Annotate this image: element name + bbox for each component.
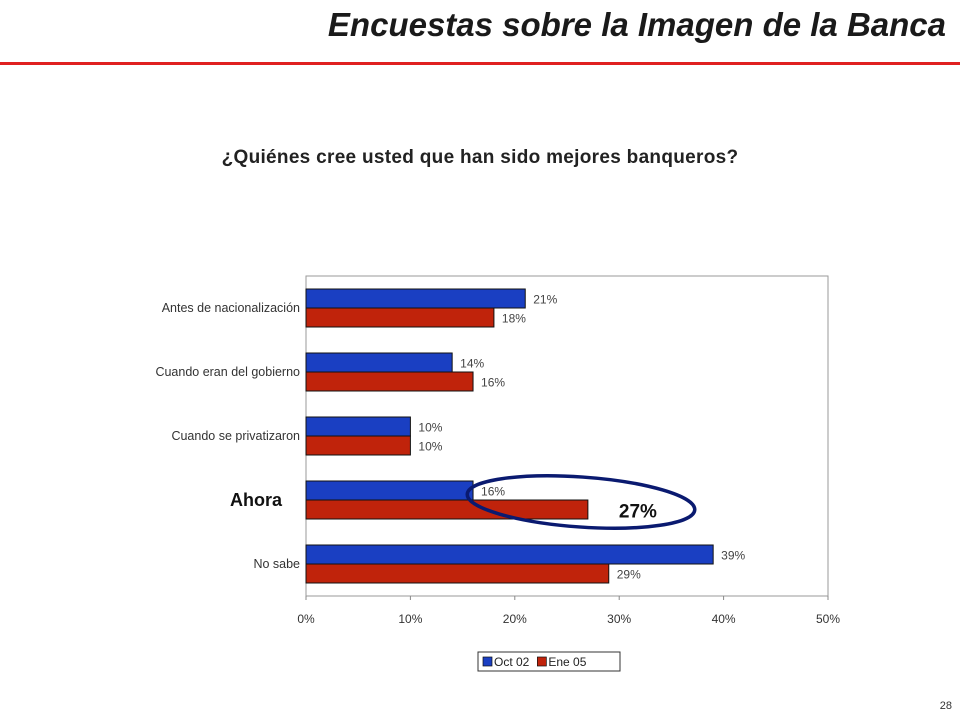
bar-oct-02-cuando-eran-del-gobierno — [305, 352, 453, 373]
bar-ene-05-no-sabe — [305, 563, 610, 584]
category-label-no-sabe: No sabe — [253, 557, 300, 571]
category-label-antes-de-nacionalizacion: Antes de nacionalización — [162, 301, 300, 315]
legend-label-oct-02: Oct 02 — [494, 655, 530, 669]
category-label-cuando-se-privatizaron: Cuando se privatizaron — [171, 429, 300, 443]
data-label-oct-02-cuando-eran-del-gobierno: 14% — [460, 357, 484, 371]
legend-swatch-oct-02 — [482, 656, 493, 667]
bar-ene-05-antes-de-nacionalizacion — [305, 307, 495, 328]
title-divider — [0, 62, 960, 65]
bar-ene-05-cuando-eran-del-gobierno — [305, 371, 474, 392]
highlight-ellipse — [465, 474, 697, 530]
page-number: 28 — [939, 700, 952, 712]
data-label-ene-05-cuando-se-privatizaron: 10% — [418, 440, 442, 454]
bar-oct-02-ahora — [305, 480, 474, 501]
x-tick-label: 0% — [297, 612, 315, 626]
legend-swatch-ene-05 — [537, 656, 547, 667]
data-label-ene-05-no-sabe: 29% — [617, 568, 641, 582]
legend-label-ene-05: Ene 05 — [548, 655, 586, 669]
category-label-cuando-eran-del-gobierno: Cuando eran del gobierno — [155, 365, 300, 379]
x-tick-label: 20% — [503, 612, 527, 626]
bar-ene-05-ahora — [305, 499, 589, 520]
x-tick-label: 30% — [607, 612, 631, 626]
x-tick-label: 50% — [816, 612, 840, 626]
data-label-oct-02-ahora: 16% — [481, 485, 505, 499]
bar-oct-02-cuando-se-privatizaron — [305, 416, 411, 437]
data-label-ene-05-ahora: 27% — [619, 502, 657, 523]
x-tick-label: 10% — [398, 612, 422, 626]
category-label-ahora: Ahora — [230, 490, 283, 510]
data-label-ene-05-cuando-eran-del-gobierno: 16% — [481, 376, 505, 390]
legend-box — [477, 651, 621, 672]
data-label-oct-02-antes-de-nacionalizacion: 21% — [533, 293, 557, 307]
slide-title: Encuestas sobre la Imagen de la Banca — [327, 6, 946, 43]
data-label-oct-02-no-sabe: 39% — [721, 549, 745, 563]
chart-question: ¿Quiénes cree usted que han sido mejores… — [221, 147, 739, 168]
data-label-ene-05-antes-de-nacionalizacion: 18% — [502, 312, 526, 326]
data-label-oct-02-cuando-se-privatizaron: 10% — [418, 421, 442, 435]
bar-ene-05-cuando-se-privatizaron — [305, 435, 411, 456]
bar-oct-02-antes-de-nacionalizacion — [305, 288, 526, 309]
bar-oct-02-no-sabe — [305, 544, 714, 565]
x-tick-label: 40% — [712, 612, 736, 626]
